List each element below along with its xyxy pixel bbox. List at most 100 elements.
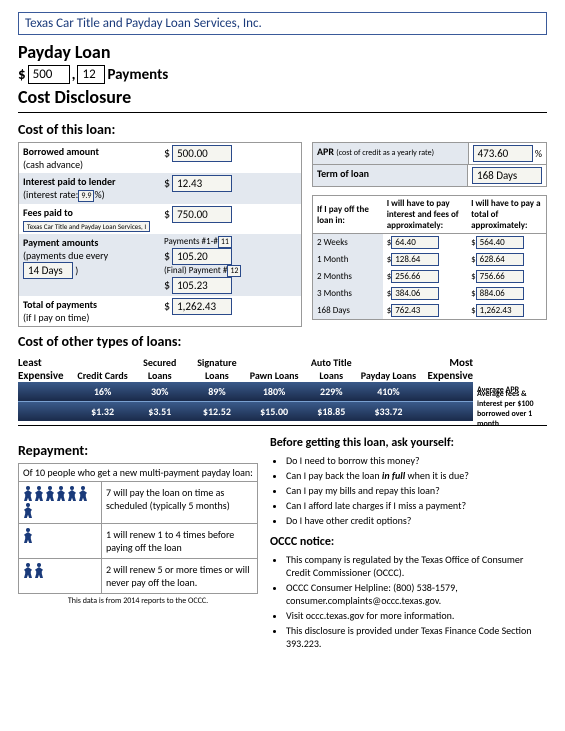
apr-label: APR	[317, 145, 334, 158]
fee-cell: $33.72	[360, 402, 417, 421]
fees-val: 750.00	[172, 206, 232, 223]
fee-cell: $12.52	[188, 402, 245, 421]
apr-val: 473.60	[473, 145, 533, 162]
divider	[18, 112, 547, 113]
repay-text: 2 will renew 5 or more times or will nev…	[101, 559, 257, 593]
occc-heading: OCCC notice:	[270, 535, 547, 549]
payoff-fees: $762.43	[383, 302, 467, 320]
payoff-fees: $256.66	[383, 268, 467, 285]
fees-label: Fees paid to	[23, 206, 73, 219]
apr-cell: 30%	[131, 382, 188, 401]
fee-cell: $3.51	[131, 402, 188, 421]
occc-item: This company is regulated by the Texas O…	[286, 553, 547, 579]
payments-label: Payments	[107, 66, 168, 84]
total-val: 1,262.43	[172, 298, 232, 315]
questions-heading: Before getting this loan, ask yourself:	[270, 436, 547, 450]
term-val: 168 Days	[472, 167, 542, 184]
payoff-period: 168 Days	[313, 302, 383, 320]
repay-note: This data is from 2014 reports to the OC…	[18, 596, 258, 606]
interest-rate: 9.9	[78, 190, 94, 202]
total-sub: (if I pay on time)	[23, 311, 89, 324]
divider	[18, 425, 547, 426]
payment-sub: (payments due every	[23, 249, 108, 262]
comp-col: Pawn Loans	[246, 369, 303, 382]
question-item: Can I pay my bills and repay this loan?	[286, 484, 547, 497]
person-icon	[34, 563, 44, 579]
question-item: Can I pay back the loan in full when it …	[286, 469, 547, 482]
fee-cell: $1.32	[74, 402, 131, 421]
person-icons	[19, 559, 101, 593]
repayment-heading: Repayment:	[18, 442, 258, 459]
payoff-period: 2 Months	[313, 268, 383, 285]
apr-cell: 89%	[188, 382, 245, 401]
question-item: Can I afford late charges if I miss a pa…	[286, 499, 547, 512]
payoff-total: $884.06	[467, 285, 546, 302]
comp-col: Payday Loans	[360, 369, 417, 382]
pay-range-n: 11	[218, 236, 232, 248]
fee-cell: $18.85	[303, 402, 360, 421]
term-label: Term of loan	[317, 167, 369, 180]
question-item: Do I have other credit options?	[286, 514, 547, 527]
payoff-h1: If I pay off the loan in:	[313, 196, 383, 234]
payoff-h3: I will have to pay a total of approximat…	[467, 196, 546, 234]
payoff-period: 1 Month	[313, 251, 383, 268]
pay-final-pre: (Final) Payment #	[164, 265, 227, 276]
term-row: Term of loan 168 Days	[312, 165, 547, 187]
borrowed-label: Borrowed amount	[23, 145, 99, 158]
comp-col: Auto Title Loans	[303, 356, 360, 382]
comp-col: Credit Cards	[74, 369, 131, 382]
repayment-box: Of 10 people who get a new multi-payment…	[18, 463, 258, 594]
apr-row: APR (cost of credit as a yearly rate) 47…	[312, 142, 547, 165]
apr-pct: %	[535, 147, 542, 160]
payoff-table: If I pay off the loan in: I will have to …	[312, 195, 547, 320]
questions-list: Do I need to borrow this money?Can I pay…	[270, 454, 547, 527]
interest-label: Interest paid to lender	[23, 175, 116, 188]
cost-table: Borrowed amount(cash advance) $500.00 In…	[18, 142, 302, 327]
comp-col: Signature Loans	[188, 356, 245, 382]
apr-sub: (cost of credit as a yearly rate)	[336, 148, 434, 158]
dollar-sign: $	[18, 66, 26, 84]
interest-sub: (interest rate:	[23, 188, 78, 201]
payoff-fees: $128.64	[383, 251, 467, 268]
pay-range-pre: Payments #1-#	[164, 236, 218, 247]
fee-cell: $15.00	[246, 402, 303, 421]
payoff-period: 3 Months	[313, 285, 383, 302]
payoff-total: $564.40	[467, 234, 546, 252]
borrowed-val: 500.00	[172, 145, 232, 162]
cost-other-heading: Cost of other types of loans:	[18, 333, 547, 350]
occc-item: OCCC Consumer Helpline: (800) 538-1579, …	[286, 581, 547, 607]
least-label: Least Expensive	[18, 356, 74, 382]
subtitle: Cost Disclosure	[18, 86, 547, 108]
payoff-fees: $64.40	[383, 234, 467, 252]
person-icon	[23, 486, 33, 502]
payment-every: 14 Days	[23, 262, 73, 279]
pay-final-val: 105.23	[172, 277, 232, 294]
pay-range-val: 105.20	[172, 248, 232, 265]
comparison-chart: Least Expensive Credit Cards Secured Loa…	[18, 356, 547, 421]
apr-cell: 180%	[246, 382, 303, 401]
apr-cell: 410%	[360, 382, 417, 401]
comp-col: Secured Loans	[131, 356, 188, 382]
payment-sub-post: )	[75, 264, 78, 277]
payoff-total: $628.64	[467, 251, 546, 268]
page-title: Payday Loan	[18, 41, 547, 63]
person-icons	[19, 524, 101, 558]
payoff-period: 2 Weeks	[313, 234, 383, 252]
avg-fee-label: Average fees & interest per $100 borrowe…	[473, 399, 547, 418]
person-icon	[34, 486, 44, 502]
company-name-box: Texas Car Title and Payday Loan Services…	[18, 12, 547, 35]
amount-input[interactable]	[28, 65, 70, 84]
occc-list: This company is regulated by the Texas O…	[270, 553, 547, 650]
repay-intro: Of 10 people who get a new multi-payment…	[19, 464, 257, 482]
payments-input[interactable]	[77, 65, 105, 84]
payoff-fees: $384.06	[383, 285, 467, 302]
payoff-total: $756.66	[467, 268, 546, 285]
person-icon	[23, 528, 33, 544]
amount-line: $ , Payments	[18, 65, 547, 84]
apr-cell: 229%	[303, 382, 360, 401]
payoff-total: $1,262.43	[467, 302, 546, 320]
interest-pct: %)	[94, 188, 104, 201]
person-icon	[78, 486, 88, 502]
person-icon	[67, 486, 77, 502]
person-icons	[19, 482, 101, 523]
